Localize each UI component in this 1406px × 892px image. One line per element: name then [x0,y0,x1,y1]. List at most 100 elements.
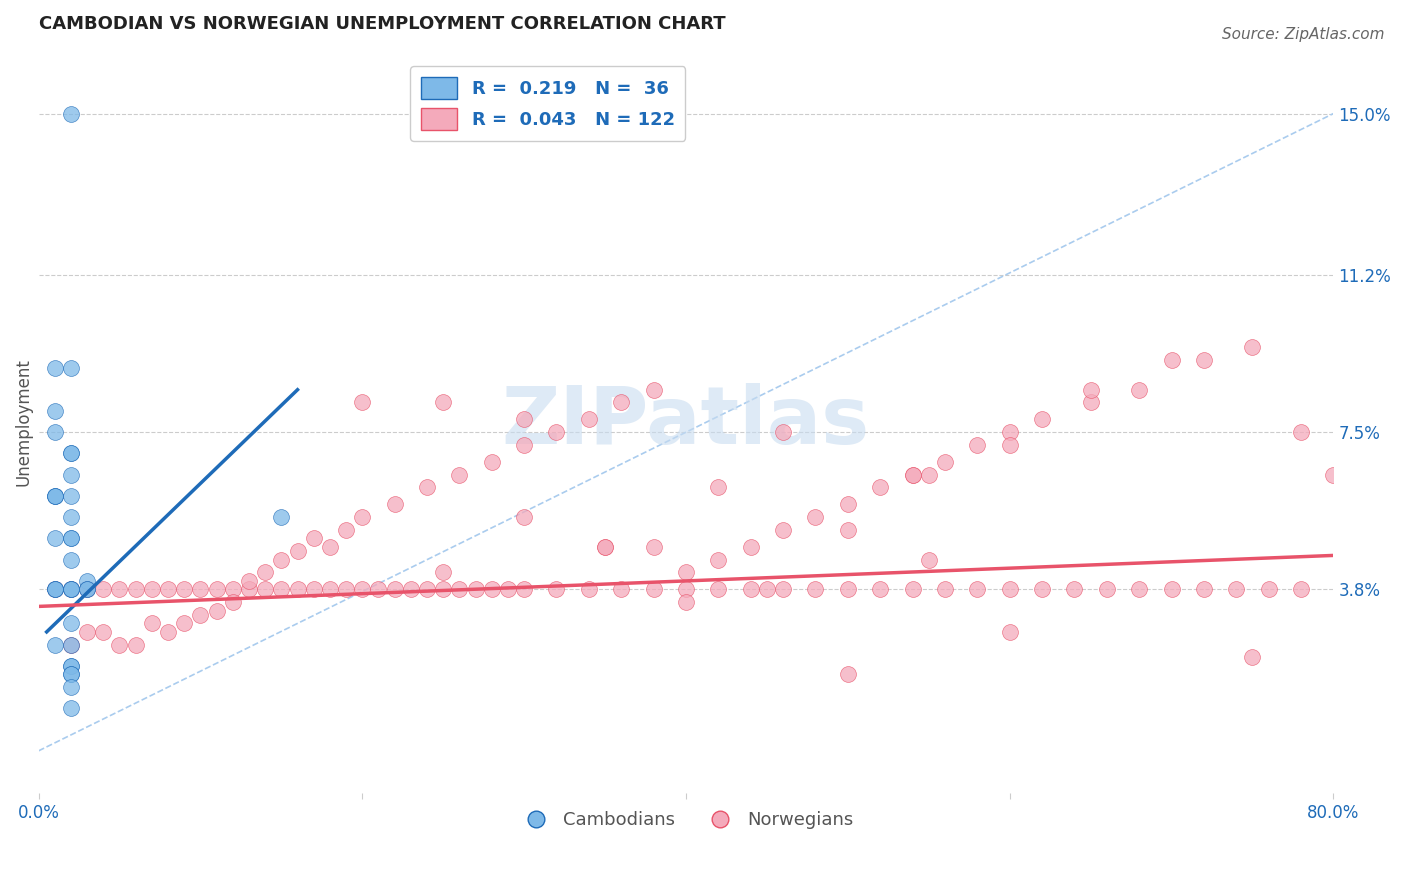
Point [59,532,82,546]
Point [675,595,697,609]
Point [190,582,212,597]
Point [238,574,260,588]
Point [675,582,697,597]
Point [593,540,616,554]
Point [254,582,277,597]
Point [578,582,600,597]
Point [302,582,325,597]
Point [76,624,98,639]
Point [384,498,406,512]
Point [59,106,82,120]
Point [1322,467,1344,482]
Point [1128,582,1150,597]
Point [141,616,163,631]
Point [998,425,1021,440]
Point [59,446,82,460]
Point [91,582,114,597]
Point [335,582,357,597]
Point [481,582,503,597]
Point [367,582,389,597]
Point [934,455,956,469]
Point [76,582,98,597]
Point [546,425,568,440]
Point [1063,582,1085,597]
Point [205,604,228,618]
Point [772,582,794,597]
Point [59,638,82,652]
Point [869,582,891,597]
Point [1225,582,1247,597]
Point [998,624,1021,639]
Point [740,540,762,554]
Point [222,595,245,609]
Point [1080,383,1102,397]
Point [124,582,146,597]
Point [1192,582,1215,597]
Point [59,582,82,597]
Point [1241,650,1264,665]
Point [1192,353,1215,368]
Point [59,667,82,681]
Point [593,540,616,554]
Point [901,467,924,482]
Point [918,552,941,566]
Point [59,582,82,597]
Point [287,582,309,597]
Point [59,659,82,673]
Point [804,582,827,597]
Point [44,582,66,597]
Point [918,467,941,482]
Legend: Cambodians, Norwegians: Cambodians, Norwegians [510,804,860,837]
Point [59,510,82,524]
Point [59,532,82,546]
Point [513,510,536,524]
Point [91,624,114,639]
Point [270,510,292,524]
Point [513,412,536,426]
Point [772,523,794,537]
Point [707,480,730,494]
Point [1095,582,1118,597]
Point [352,582,374,597]
Point [610,395,633,409]
Point [44,582,66,597]
Point [1031,412,1053,426]
Point [287,544,309,558]
Point [44,425,66,440]
Text: CAMBODIAN VS NORWEGIAN UNEMPLOYMENT CORRELATION CHART: CAMBODIAN VS NORWEGIAN UNEMPLOYMENT CORR… [38,15,725,33]
Point [205,582,228,597]
Point [44,489,66,503]
Point [335,523,357,537]
Point [998,438,1021,452]
Point [1128,383,1150,397]
Point [1289,425,1312,440]
Point [837,523,859,537]
Point [44,532,66,546]
Point [1160,582,1182,597]
Point [1080,395,1102,409]
Point [238,582,260,597]
Point [44,489,66,503]
Point [59,582,82,597]
Point [1031,582,1053,597]
Point [222,582,245,597]
Point [998,582,1021,597]
Point [869,480,891,494]
Point [432,395,454,409]
Point [124,638,146,652]
Point [44,489,66,503]
Point [449,467,471,482]
Point [804,510,827,524]
Point [384,582,406,597]
Point [190,607,212,622]
Point [772,425,794,440]
Point [901,467,924,482]
Point [352,510,374,524]
Point [432,582,454,597]
Point [481,455,503,469]
Point [432,566,454,580]
Point [707,582,730,597]
Point [1289,582,1312,597]
Point [59,638,82,652]
Y-axis label: Unemployment: Unemployment [15,358,32,485]
